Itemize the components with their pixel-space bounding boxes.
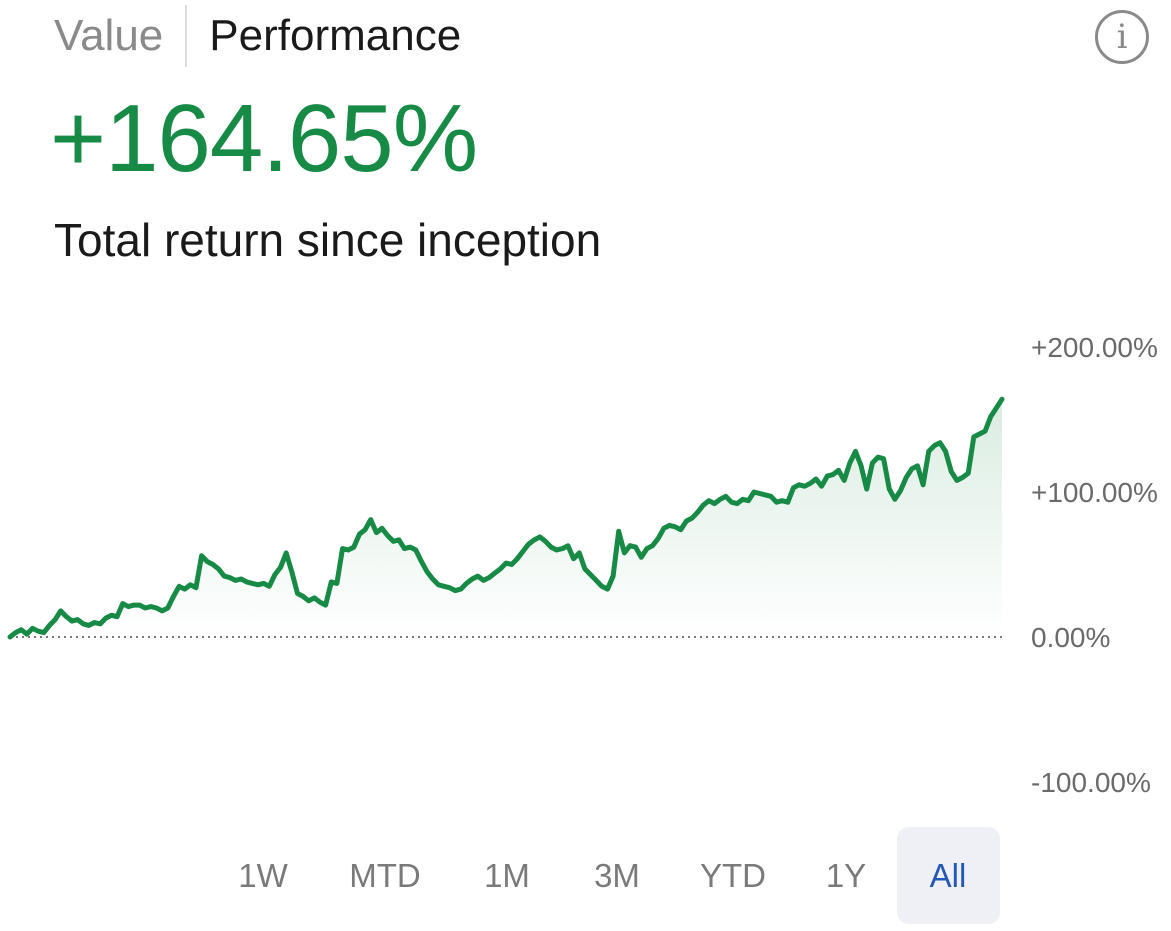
range-button-all[interactable]: All: [896, 827, 1000, 924]
range-button-1y[interactable]: 1Y: [825, 857, 867, 894]
range-button-1w[interactable]: 1W: [238, 857, 288, 894]
range-button-1m[interactable]: 1M: [484, 857, 530, 894]
view-tabs: Value Performance: [54, 4, 461, 68]
total-return-caption: Total return since inception: [54, 214, 602, 266]
tab-divider: [185, 5, 188, 67]
info-icon[interactable]: i: [1095, 10, 1149, 64]
y-tick-label: 0.00%: [1031, 622, 1110, 653]
performance-chart: +200.00% +100.00% 0.00% -100.00%: [7, 332, 1158, 798]
y-tick-label: +100.00%: [1031, 477, 1158, 508]
chart-area-fill: [10, 399, 1002, 637]
tab-performance[interactable]: Performance: [209, 11, 462, 60]
range-button-ytd[interactable]: YTD: [700, 857, 766, 894]
y-tick-label: -100.00%: [1031, 767, 1151, 798]
tab-value[interactable]: Value: [54, 11, 164, 60]
y-tick-label: +200.00%: [1031, 332, 1158, 363]
range-button-3m[interactable]: 3M: [594, 857, 640, 894]
total-return-value: +164.65%: [50, 85, 478, 192]
chart-series-line: [7, 396, 1005, 640]
time-range-selector: 1W MTD 1M 3M YTD 1Y All: [210, 827, 1010, 924]
range-button-mtd[interactable]: MTD: [349, 857, 421, 894]
